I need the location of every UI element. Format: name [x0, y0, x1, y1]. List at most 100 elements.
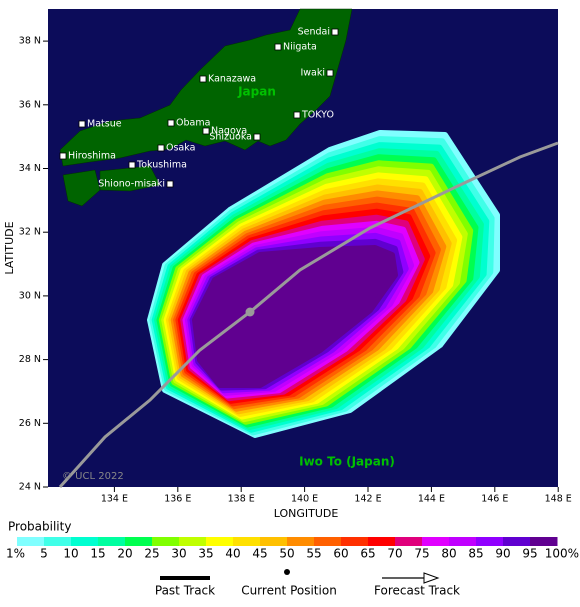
x-tick-label: 138 E	[228, 494, 255, 505]
legend-label: 85	[468, 547, 483, 561]
legend-swatch	[260, 537, 288, 546]
legend-swatch	[71, 537, 99, 546]
city-label: Sendai	[298, 27, 330, 38]
past-track-label: Past Track	[155, 584, 215, 598]
legend-swatch	[530, 537, 558, 546]
city-label: Matsue	[87, 119, 122, 130]
legend-label: 75	[414, 547, 429, 561]
city-label: Shiono-misaki	[98, 179, 165, 190]
probability-swath	[147, 130, 500, 438]
city-marker	[128, 161, 136, 169]
city-marker	[331, 28, 339, 36]
legend-swatch	[44, 537, 72, 546]
legend-label: 30	[171, 547, 186, 561]
legend-label: 25	[144, 547, 159, 561]
x-tick-label: 146 E	[481, 494, 508, 505]
city-marker	[167, 119, 175, 127]
legend-swatch	[449, 537, 477, 546]
x-tick-label: 140 E	[291, 494, 318, 505]
legend-label: 10	[63, 547, 78, 561]
city-label: Niigata	[283, 42, 317, 53]
legend-swatch	[476, 537, 504, 546]
city-marker	[253, 133, 261, 141]
legend-label: 20	[117, 547, 132, 561]
legend-label: 95	[522, 547, 537, 561]
legend-label: 1%	[6, 547, 25, 561]
x-tick-label: 148 E	[545, 494, 572, 505]
legend-swatch	[314, 537, 342, 546]
y-tick-label: 36 N	[19, 99, 41, 110]
city-label: Osaka	[166, 143, 195, 154]
current-position-label: Current Position	[241, 584, 337, 598]
city-label: TOKYO	[301, 110, 334, 121]
city-label: Tokushima	[136, 160, 187, 171]
y-axis-label: LATITUDE	[3, 221, 16, 274]
storm-track	[58, 141, 559, 489]
city-label: Shizuoka	[209, 132, 252, 143]
legend-swatch	[341, 537, 369, 546]
credit: © UCL 2022	[62, 471, 124, 482]
y-tick-label: 38 N	[19, 36, 41, 47]
forecast-track-label: Forecast Track	[374, 584, 460, 598]
y-tick-label: 34 N	[19, 163, 41, 174]
legend-label: 65	[360, 547, 375, 561]
legend-label: 70	[387, 547, 402, 561]
legend-label: 60	[333, 547, 348, 561]
legend-swatch	[152, 537, 180, 546]
city-marker	[326, 69, 334, 77]
city-marker	[202, 127, 210, 135]
legend-label: 100%	[545, 547, 579, 561]
legend-label: 55	[306, 547, 321, 561]
legend-swatch	[422, 537, 450, 546]
y-tick-label: 26 N	[19, 418, 41, 429]
x-axis-label: LONGITUDE	[274, 507, 339, 520]
legend-label: 50	[279, 547, 294, 561]
city-label: Hiroshima	[68, 151, 116, 162]
legend-swatch	[368, 537, 396, 546]
legend-title: Probability	[8, 520, 71, 534]
legend-label: 5	[40, 547, 48, 561]
x-tick-label: 142 E	[354, 494, 381, 505]
island-label: Iwo To (Japan)	[299, 455, 395, 469]
y-tick-label: 28 N	[19, 354, 41, 365]
x-tick-label: 144 E	[418, 494, 445, 505]
x-tick-label: 136 E	[164, 494, 191, 505]
city-label: Kanazawa	[208, 74, 256, 85]
city-marker	[157, 144, 165, 152]
legend-label: 15	[90, 547, 105, 561]
current-position-symbol	[284, 569, 290, 575]
legend-swatch	[233, 537, 261, 546]
city-marker	[59, 152, 67, 160]
y-tick-label: 32 N	[19, 227, 41, 238]
legend-swatch	[287, 537, 315, 546]
city-marker	[78, 120, 86, 128]
legend-swatch	[395, 537, 423, 546]
city-label: Obama	[176, 118, 210, 129]
legend-label: 80	[441, 547, 456, 561]
legend-label: 45	[252, 547, 267, 561]
legend-swatch	[98, 537, 126, 546]
land-label: Japan	[237, 85, 276, 99]
legend-swatch	[179, 537, 207, 546]
legend-label: 90	[495, 547, 510, 561]
y-tick-label: 24 N	[19, 482, 41, 493]
legend-swatch	[17, 537, 45, 546]
city-marker	[199, 75, 207, 83]
legend-label: 40	[225, 547, 240, 561]
legend-swatch	[125, 537, 153, 546]
legend-swatch	[206, 537, 234, 546]
forecast-arrow-head	[423, 572, 440, 584]
legend-swatch	[503, 537, 531, 546]
city-label: Nagoya	[211, 126, 247, 137]
legend-label: 35	[198, 547, 213, 561]
city-marker	[293, 111, 301, 119]
city-label: Iwaki	[300, 68, 325, 79]
y-tick-label: 30 N	[19, 290, 41, 301]
current-position-marker	[245, 307, 255, 317]
cities: Sendai Niigata Kanazawa Iwaki TOKYO Matsue Oba…	[59, 27, 339, 190]
city-marker	[274, 43, 282, 51]
probability-band	[192, 245, 398, 388]
x-tick-label: 134 E	[101, 494, 128, 505]
city-marker	[166, 180, 174, 188]
